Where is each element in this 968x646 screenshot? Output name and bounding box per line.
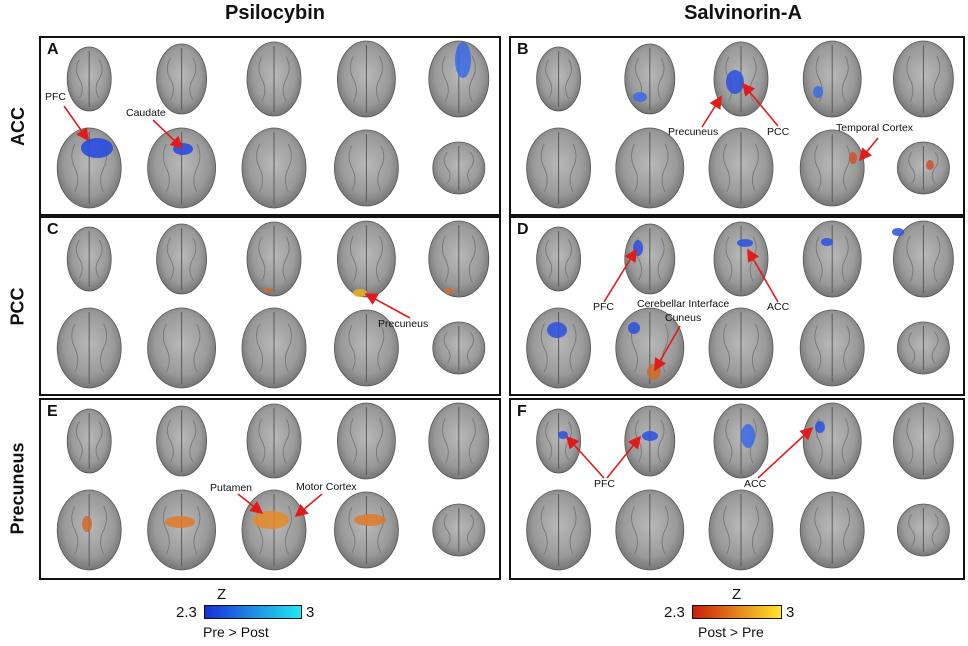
- legend-label-post-pre: Post > Pre: [698, 624, 764, 640]
- colorbar-post-pre: [692, 605, 782, 619]
- panel-letter-a: A: [47, 41, 59, 58]
- row-label-pcc: PCC: [7, 286, 28, 326]
- panel-e: E: [39, 398, 501, 580]
- column-title-psilocybin: Psilocybin: [224, 2, 326, 24]
- panel-b: B: [509, 36, 965, 216]
- legend-max-hot: 3: [786, 604, 795, 621]
- legend-label-pre-post: Pre > Post: [203, 624, 269, 640]
- panel-letter-f: F: [517, 403, 527, 420]
- panel-f: F: [509, 398, 965, 580]
- legend-z-title-hot: Z: [732, 586, 742, 603]
- legend-z-title-cool: Z: [217, 586, 227, 603]
- panel-letter-d: D: [517, 221, 529, 238]
- panel-a: A: [39, 36, 501, 216]
- legend-min-hot: 2.3: [664, 604, 685, 621]
- legend-max-cool: 3: [306, 604, 315, 621]
- panel-letter-e: E: [47, 403, 58, 420]
- row-label-acc: ACC: [7, 106, 28, 146]
- panel-c: C: [39, 216, 501, 396]
- panel-letter-b: B: [517, 41, 529, 58]
- panel-letter-c: C: [47, 221, 59, 238]
- legend-min-cool: 2.3: [176, 604, 197, 621]
- row-label-precuneus: Precuneus: [7, 441, 28, 535]
- colorbar-pre-post: [204, 605, 302, 619]
- panel-d: D: [509, 216, 965, 396]
- column-title-salvinorin: Salvinorin-A: [684, 2, 802, 24]
